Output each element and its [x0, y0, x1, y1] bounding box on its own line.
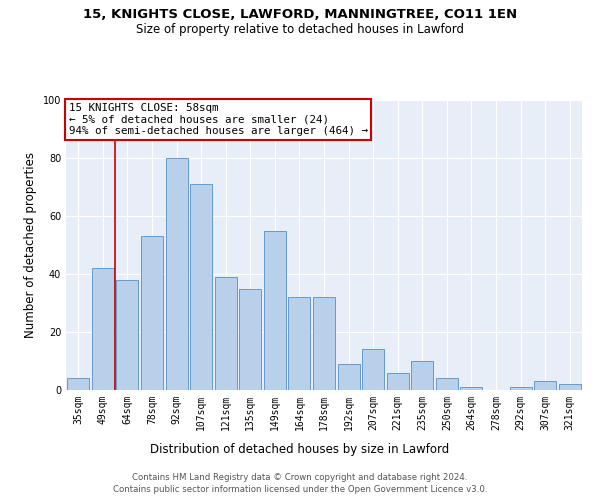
Bar [460, 387, 482, 390]
Bar [289, 297, 310, 390]
Bar [436, 378, 458, 390]
Y-axis label: Number of detached properties: Number of detached properties [24, 152, 37, 338]
Bar [264, 230, 286, 390]
Bar [92, 268, 114, 390]
Bar [67, 378, 89, 390]
Bar [509, 387, 532, 390]
Bar [116, 280, 139, 390]
Text: 15 KNIGHTS CLOSE: 58sqm
← 5% of detached houses are smaller (24)
94% of semi-det: 15 KNIGHTS CLOSE: 58sqm ← 5% of detached… [68, 103, 368, 136]
Bar [141, 236, 163, 390]
Bar [215, 277, 237, 390]
Bar [362, 350, 384, 390]
Bar [239, 288, 262, 390]
Bar [559, 384, 581, 390]
Text: Contains HM Land Registry data © Crown copyright and database right 2024.: Contains HM Land Registry data © Crown c… [132, 472, 468, 482]
Text: Size of property relative to detached houses in Lawford: Size of property relative to detached ho… [136, 22, 464, 36]
Text: 15, KNIGHTS CLOSE, LAWFORD, MANNINGTREE, CO11 1EN: 15, KNIGHTS CLOSE, LAWFORD, MANNINGTREE,… [83, 8, 517, 20]
Bar [386, 372, 409, 390]
Bar [411, 361, 433, 390]
Text: Contains public sector information licensed under the Open Government Licence v3: Contains public sector information licen… [113, 485, 487, 494]
Text: Distribution of detached houses by size in Lawford: Distribution of detached houses by size … [151, 442, 449, 456]
Bar [534, 382, 556, 390]
Bar [166, 158, 188, 390]
Bar [190, 184, 212, 390]
Bar [313, 297, 335, 390]
Bar [338, 364, 359, 390]
